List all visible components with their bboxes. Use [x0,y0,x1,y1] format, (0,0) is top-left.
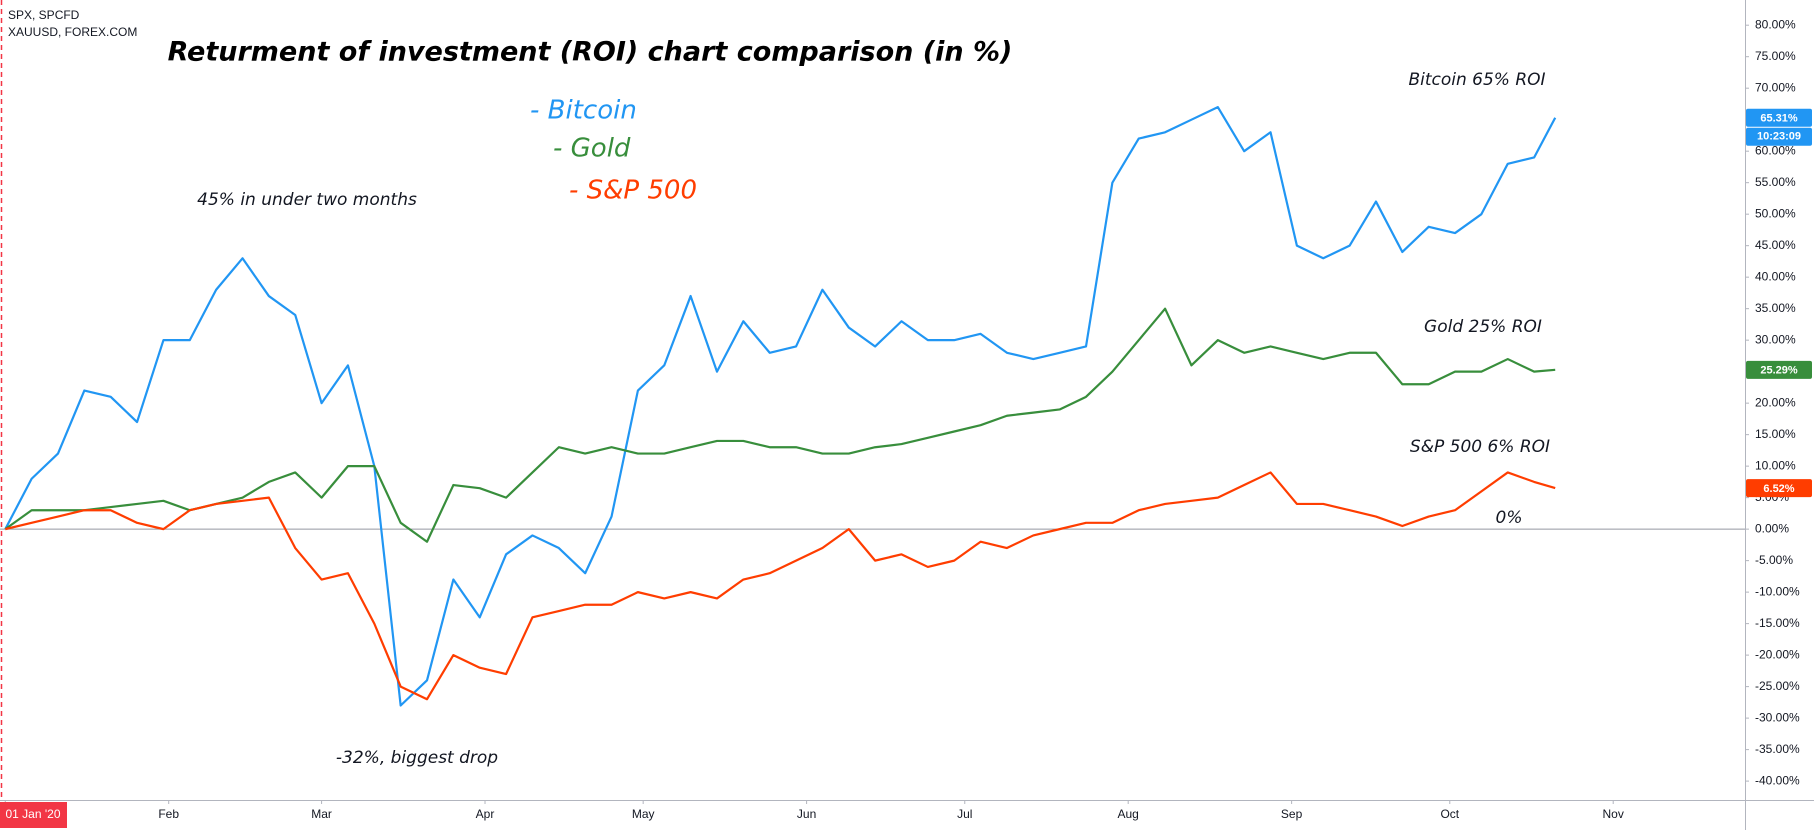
price-tag-label: 25.29% [1760,365,1798,377]
y-tick-label: 45.00% [1755,238,1796,252]
y-tick-label: -15.00% [1755,616,1800,630]
y-tick-label: 60.00% [1755,143,1796,157]
annotation: Bitcoin 65% ROI [1408,70,1545,90]
x-tick-label: Jul [957,807,972,821]
series-line [4,307,1556,543]
annotation: -32%, biggest drop [336,748,498,768]
y-tick-label: -20.00% [1755,647,1800,661]
y-tick-label: -10.00% [1755,584,1800,598]
legend-entry: - Bitcoin [530,96,637,126]
annotation: 45% in under two months [197,190,417,210]
y-tick-label: 55.00% [1755,175,1796,189]
y-tick-label: 20.00% [1755,395,1796,409]
x-tick-label: May [632,807,655,821]
y-tick-label: 40.00% [1755,269,1796,283]
price-tag [1746,360,1812,379]
symbol-label: SPX, SPCFD [8,8,80,22]
price-tag [1746,108,1812,127]
legend-entry: - S&P 500 [569,176,697,206]
y-tick-label: 10.00% [1755,458,1796,472]
annotation: Gold 25% ROI [1424,317,1542,337]
y-tick-label: 15.00% [1755,427,1796,441]
price-tag-label: 65.31% [1760,113,1798,125]
y-tick-label: 70.00% [1755,80,1796,94]
x-tick-label: Feb [158,807,179,821]
x-tick-label: Aug [1118,807,1139,821]
y-tick-label: -40.00% [1755,773,1800,787]
annotation: S&P 500 6% ROI [1410,437,1550,457]
x-tick-label: Oct [1440,807,1459,821]
y-tick-label: 30.00% [1755,332,1796,346]
annotation: 0% [1496,508,1523,528]
chart-title: Returment of investment (ROI) chart comp… [168,37,1013,68]
y-tick-label: -30.00% [1755,710,1800,724]
x-tick-highlight [0,802,67,828]
y-tick-label: 50.00% [1755,206,1796,220]
countdown-tag [1746,127,1812,146]
series-line [5,471,1556,701]
x-tick-label: Apr [476,807,495,821]
series-line [4,105,1557,707]
countdown-label: 10:23:09 [1757,131,1801,143]
y-tick-label: 35.00% [1755,301,1796,315]
y-tick-label: 75.00% [1755,49,1796,63]
y-tick-label: 0.00% [1755,521,1789,535]
y-tick-label: -5.00% [1755,553,1793,567]
x-tick-label: Mar [311,807,332,821]
y-tick-label: -35.00% [1755,742,1800,756]
price-tag [1746,479,1812,498]
symbol-label: XAUUSD, FOREX.COM [8,25,137,39]
x-tick-label: 01 Jan '20 [5,807,60,821]
legend-entry: - Gold [553,134,631,164]
x-tick-label: Jun [797,807,816,821]
y-tick-label: 80.00% [1755,17,1796,31]
y-tick-label: -25.00% [1755,679,1800,693]
price-tag-label: 6.52% [1763,483,1794,495]
x-tick-label: Nov [1603,807,1624,821]
x-tick-label: Sep [1281,807,1303,821]
